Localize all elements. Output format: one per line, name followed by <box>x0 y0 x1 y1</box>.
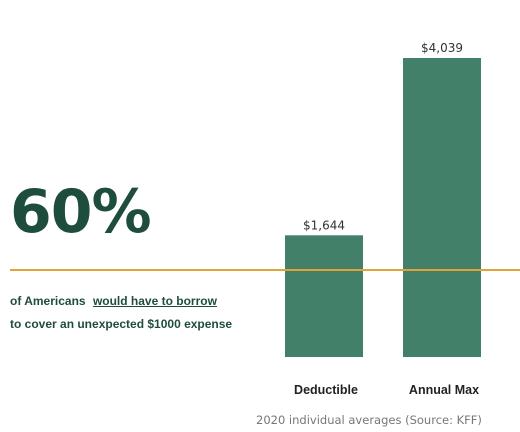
category-label: Annual Max <box>409 383 479 397</box>
accent-divider-line <box>10 269 520 271</box>
stat-description: of Americans would have to borrow to cov… <box>10 290 255 336</box>
stat-percentage: 60% <box>10 177 152 247</box>
stat-description-suffix: to cover an unexpected $1000 expense <box>10 317 233 331</box>
chart-source-note: 2020 individual averages (Source: KFF) <box>256 413 482 427</box>
bar-value-label: $4,039 <box>421 41 463 55</box>
category-label: Deductible <box>294 383 358 397</box>
bar-value-label: $1,644 <box>303 218 345 232</box>
stat-description-prefix: of Americans <box>10 294 86 308</box>
bar-deductible <box>285 235 363 357</box>
bar-annual-max <box>403 58 481 357</box>
borrow-link[interactable]: would have to borrow <box>92 294 217 308</box>
